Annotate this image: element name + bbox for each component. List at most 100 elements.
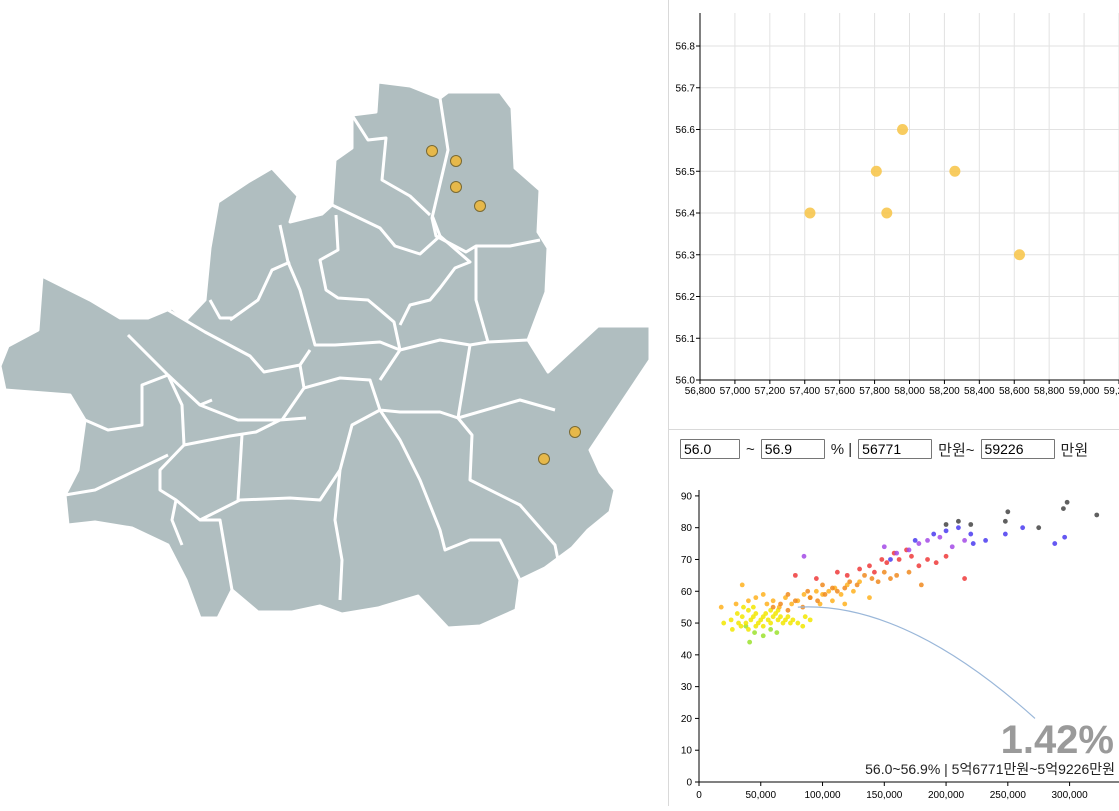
- data-point[interactable]: [804, 207, 816, 219]
- data-point[interactable]: [820, 582, 825, 588]
- data-point[interactable]: [918, 582, 924, 588]
- data-point[interactable]: [774, 630, 780, 635]
- data-point[interactable]: [881, 544, 887, 550]
- data-point[interactable]: [743, 620, 749, 626]
- data-point[interactable]: [1020, 525, 1026, 531]
- data-point[interactable]: [1052, 541, 1058, 546]
- map-marker[interactable]: [474, 200, 486, 212]
- data-point[interactable]: [1064, 499, 1070, 505]
- data-point[interactable]: [801, 553, 807, 559]
- data-point[interactable]: [844, 572, 850, 578]
- data-point[interactable]: [826, 588, 832, 594]
- data-point[interactable]: [746, 627, 751, 632]
- data-point[interactable]: [1061, 506, 1066, 512]
- data-point[interactable]: [739, 582, 745, 588]
- data-point[interactable]: [802, 614, 808, 620]
- data-point[interactable]: [983, 538, 988, 543]
- data-point[interactable]: [760, 623, 766, 629]
- data-point[interactable]: [770, 604, 776, 610]
- data-point[interactable]: [734, 611, 740, 616]
- data-point[interactable]: [1062, 534, 1068, 540]
- data-point[interactable]: [1036, 525, 1042, 531]
- data-point[interactable]: [851, 588, 856, 594]
- rate-max-input[interactable]: [760, 439, 825, 459]
- data-point[interactable]: [1002, 518, 1008, 524]
- data-point[interactable]: [739, 614, 745, 620]
- data-point[interactable]: [970, 541, 976, 546]
- data-point[interactable]: [736, 620, 741, 626]
- data-point[interactable]: [962, 576, 967, 581]
- data-point[interactable]: [750, 604, 756, 610]
- data-point[interactable]: [968, 531, 974, 537]
- data-point[interactable]: [916, 563, 922, 569]
- data-point[interactable]: [789, 601, 795, 607]
- data-point[interactable]: [1013, 249, 1025, 261]
- data-point[interactable]: [925, 538, 930, 543]
- data-point[interactable]: [867, 563, 872, 569]
- data-point[interactable]: [813, 576, 819, 581]
- data-point[interactable]: [753, 623, 759, 629]
- data-point[interactable]: [801, 592, 807, 597]
- data-point[interactable]: [1005, 509, 1011, 515]
- data-point[interactable]: [847, 579, 853, 585]
- data-point[interactable]: [805, 588, 811, 594]
- data-point[interactable]: [943, 528, 949, 534]
- data-point[interactable]: [790, 617, 796, 623]
- data-point[interactable]: [770, 598, 776, 604]
- data-point[interactable]: [785, 614, 791, 620]
- data-point[interactable]: [933, 560, 939, 566]
- data-point[interactable]: [792, 572, 798, 578]
- data-point[interactable]: [746, 598, 751, 604]
- data-point[interactable]: [792, 598, 798, 604]
- data-point[interactable]: [894, 572, 900, 578]
- data-point[interactable]: [881, 569, 887, 575]
- data-point[interactable]: [854, 582, 860, 588]
- data-point[interactable]: [962, 538, 967, 543]
- data-point[interactable]: [862, 572, 867, 578]
- price-min-input[interactable]: [858, 439, 933, 459]
- data-point[interactable]: [909, 553, 914, 559]
- data-point[interactable]: [778, 601, 783, 607]
- data-point[interactable]: [943, 522, 949, 527]
- data-point[interactable]: [906, 569, 912, 575]
- map-marker[interactable]: [538, 453, 550, 465]
- data-point[interactable]: [943, 553, 949, 559]
- data-point[interactable]: [870, 165, 882, 177]
- data-point[interactable]: [822, 592, 828, 597]
- data-point[interactable]: [795, 620, 801, 626]
- data-point[interactable]: [760, 633, 766, 639]
- data-point[interactable]: [867, 595, 872, 601]
- map-marker[interactable]: [450, 155, 462, 167]
- data-point[interactable]: [1002, 531, 1008, 537]
- district-outer-shape[interactable]: [0, 80, 652, 630]
- data-point[interactable]: [800, 623, 806, 629]
- data-point[interactable]: [949, 544, 955, 550]
- data-point[interactable]: [842, 601, 848, 607]
- data-point[interactable]: [956, 518, 961, 524]
- data-point[interactable]: [721, 620, 727, 626]
- data-point[interactable]: [747, 639, 753, 645]
- data-point[interactable]: [752, 630, 757, 635]
- data-point[interactable]: [857, 566, 862, 572]
- data-point[interactable]: [884, 560, 890, 566]
- data-point[interactable]: [888, 557, 893, 562]
- data-point[interactable]: [1094, 512, 1100, 518]
- data-point[interactable]: [896, 557, 902, 562]
- data-point[interactable]: [881, 207, 893, 219]
- data-point[interactable]: [764, 601, 770, 607]
- data-point[interactable]: [872, 569, 877, 575]
- data-point[interactable]: [842, 585, 848, 591]
- data-point[interactable]: [897, 124, 909, 135]
- map-marker[interactable]: [569, 426, 581, 438]
- data-point[interactable]: [869, 576, 875, 581]
- data-point[interactable]: [785, 592, 791, 597]
- data-point[interactable]: [728, 617, 734, 623]
- data-point[interactable]: [916, 541, 922, 546]
- data-point[interactable]: [815, 598, 820, 604]
- data-point[interactable]: [906, 547, 912, 553]
- data-point[interactable]: [875, 579, 881, 585]
- data-point[interactable]: [956, 525, 961, 531]
- data-point[interactable]: [912, 538, 918, 543]
- map-marker[interactable]: [450, 181, 462, 193]
- data-point[interactable]: [968, 522, 974, 527]
